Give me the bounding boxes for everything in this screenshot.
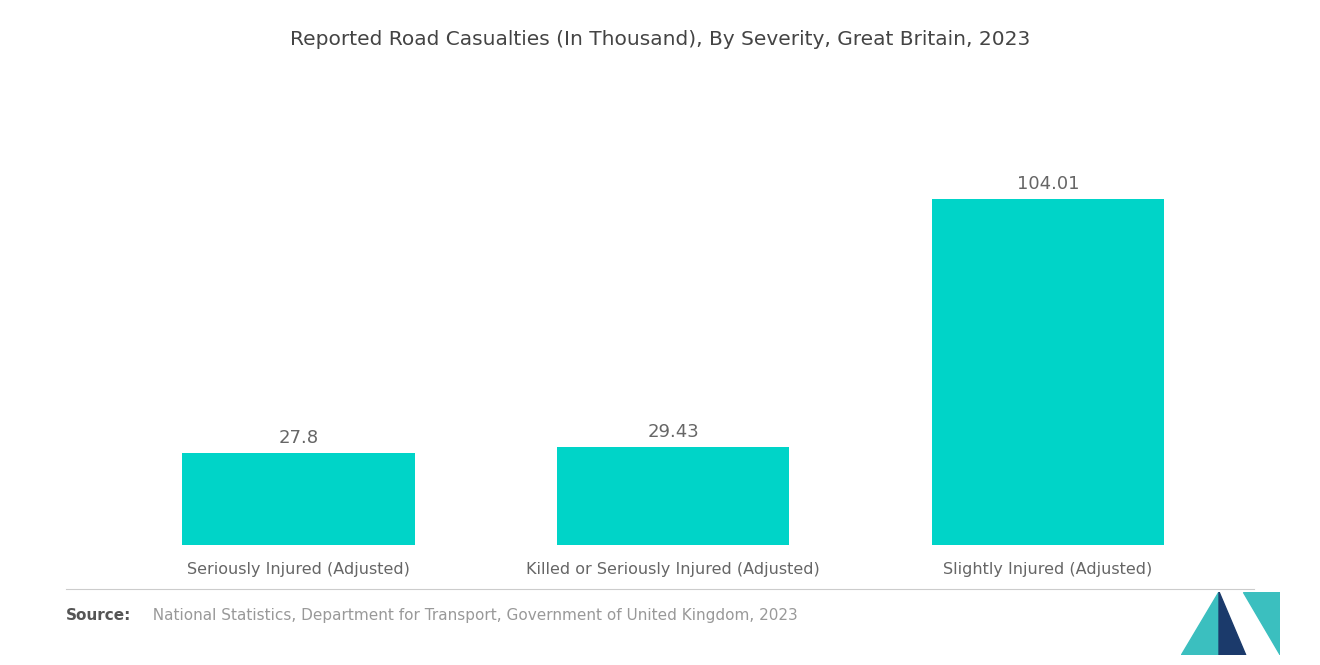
Polygon shape xyxy=(1220,592,1246,655)
Bar xyxy=(932,200,1164,545)
Bar xyxy=(182,453,414,545)
Polygon shape xyxy=(1181,592,1220,655)
Text: 27.8: 27.8 xyxy=(279,429,318,447)
Text: Source:: Source: xyxy=(66,608,132,622)
Polygon shape xyxy=(1243,592,1280,655)
Text: National Statistics, Department for Transport, Government of United Kingdom, 202: National Statistics, Department for Tran… xyxy=(143,608,797,622)
Text: 104.01: 104.01 xyxy=(1016,176,1080,194)
Text: Reported Road Casualties (In Thousand), By Severity, Great Britain, 2023: Reported Road Casualties (In Thousand), … xyxy=(290,30,1030,49)
Text: 29.43: 29.43 xyxy=(647,424,700,442)
Bar xyxy=(557,448,789,545)
